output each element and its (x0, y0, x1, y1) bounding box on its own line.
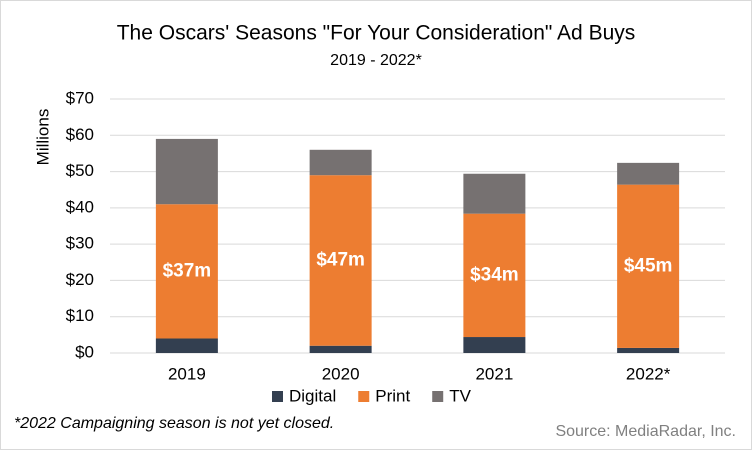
y-axis-label: Millions (33, 109, 52, 166)
data-label: $45m (624, 255, 673, 276)
bar-segment (309, 149, 372, 176)
legend-label: Print (375, 386, 410, 405)
bar-segment (309, 175, 372, 346)
y-tick-label: $60 (66, 125, 94, 144)
legend-swatch (358, 391, 370, 402)
y-tick-label: $20 (66, 270, 94, 289)
y-tick-label: $10 (66, 306, 94, 325)
bar-segment (617, 162, 680, 185)
x-tick-label: 2021 (475, 364, 513, 383)
legend-swatch (272, 391, 283, 402)
bar-segment (463, 173, 526, 214)
y-tick-label: $50 (66, 161, 94, 180)
source: Source: MediaRadar, Inc. (555, 423, 736, 440)
x-tick-label: 2019 (168, 364, 206, 383)
y-tick-label: $30 (66, 234, 94, 253)
bar-segment (463, 213, 526, 338)
bar-segment (463, 337, 526, 353)
x-tick-label: 2022* (626, 364, 671, 383)
footnote: *2022 Campaigning season is not yet clos… (14, 415, 334, 432)
bar-segment (155, 338, 218, 353)
y-tick-label: $40 (66, 197, 94, 216)
data-label: $47m (316, 249, 365, 270)
legend-swatch (432, 391, 444, 402)
x-tick-label: 2020 (322, 364, 360, 383)
bar-segment (155, 204, 218, 339)
chart-title: The Oscars' Seasons "For Your Considerat… (117, 22, 636, 45)
legend-label: TV (449, 386, 471, 405)
legend-label: Digital (289, 386, 336, 405)
data-label: $37m (163, 260, 212, 281)
data-label: $34m (470, 264, 519, 285)
bar-segment (617, 184, 680, 348)
chart-subtitle: 2019 - 2022* (330, 52, 422, 69)
y-tick-label: $70 (66, 88, 94, 107)
y-tick-label: $0 (75, 342, 94, 361)
bar-segment (309, 345, 372, 353)
bar-segment (617, 347, 680, 353)
bar-segment (155, 138, 218, 205)
